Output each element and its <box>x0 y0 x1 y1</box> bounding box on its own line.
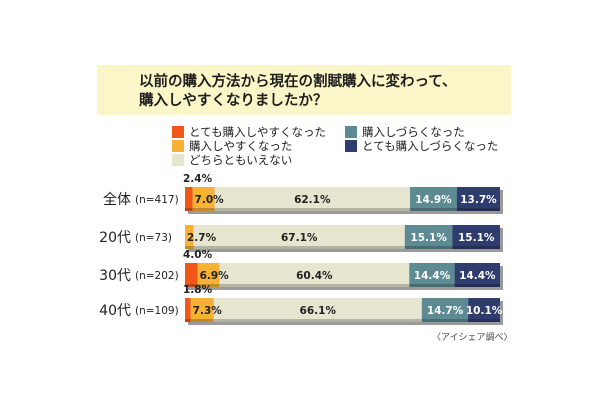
bar-segment-edge-much_harder <box>456 208 500 211</box>
bar-segment-much_easier <box>185 263 198 287</box>
data-label-much_harder: 15.1% <box>458 232 495 244</box>
bar-segment-neither <box>213 298 422 322</box>
chart-title-line-1: 以前の購入方法から現在の割賦購入に変わって、 <box>139 74 457 90</box>
data-label-neither: 62.1% <box>294 194 331 206</box>
source-credit: 〈アイシェア調べ〉 <box>432 333 513 343</box>
bar-segment-much_harder <box>454 263 500 287</box>
category-label: 20代 <box>99 230 131 246</box>
data-label-easier: 2.7% <box>187 232 217 244</box>
data-label-harder: 14.7% <box>427 305 464 317</box>
category-n-label: (n=73) <box>135 232 172 244</box>
bar-segment-edge-much_harder <box>468 319 500 322</box>
data-label-much_easier: 2.4% <box>183 173 213 185</box>
bar-segment-edge-easier <box>185 246 194 249</box>
bar-segment-much_harder <box>452 225 500 249</box>
chart-title: 以前の購入方法から現在の割賦購入に変わって、 購入しやすくなりましたか？ <box>97 65 511 115</box>
legend-swatch-much-harder <box>345 140 357 152</box>
legend-item-harder: 購入しづらくなった <box>345 125 465 139</box>
bar-segment-much_easier <box>185 187 193 211</box>
data-label-much_easier: 1.8% <box>183 284 213 296</box>
bar-segment-edge-much_harder <box>454 284 500 287</box>
data-label-much_harder: 14.4% <box>459 270 496 282</box>
legend-label-much-easier: とても購入しやすくなった <box>189 125 326 139</box>
bar-segment-much_harder <box>468 298 500 322</box>
bar-segment-neither <box>214 187 410 211</box>
bar-segment-harder <box>421 298 469 322</box>
legend-swatch-neither <box>172 154 184 166</box>
bar-segment-edge-much_easier <box>185 319 191 322</box>
legend-label-much-harder: とても購入しづらくなった <box>362 139 499 153</box>
bar-segment-edge-neither <box>214 208 410 211</box>
data-label-easier: 6.9% <box>200 270 230 282</box>
bar-segment-harder <box>404 225 453 249</box>
data-label-much_harder: 10.1% <box>466 305 503 317</box>
bar-segment-edge-easier <box>197 284 220 287</box>
category-label: 30代 <box>99 268 131 284</box>
bar-segment-easier <box>190 298 214 322</box>
legend-item-much-harder: とても購入しづらくなった <box>345 139 498 153</box>
category-n-label: (n=202) <box>135 270 179 282</box>
chart-title-line-2: 購入しやすくなりましたか？ <box>139 93 328 109</box>
data-label-neither: 67.1% <box>281 232 318 244</box>
legend-item-neither: どちらともいえない <box>172 153 292 167</box>
bar-segment-edge-harder <box>421 319 469 322</box>
legend-item-easier: 購入しやすくなった <box>172 139 292 153</box>
bar-segment-harder <box>410 187 457 211</box>
data-label-neither: 60.4% <box>296 270 333 282</box>
category-n-label: (n=109) <box>135 305 179 317</box>
category-label: 全体 <box>103 191 131 208</box>
data-label-easier: 7.3% <box>193 305 223 317</box>
bar-segment-much_easier <box>185 298 191 322</box>
legend-swatch-much-easier <box>172 126 184 138</box>
legend-label-harder: 購入しづらくなった <box>362 125 465 139</box>
bar-segment-edge-harder <box>410 208 457 211</box>
bar-segment-edge-neither <box>193 246 405 249</box>
data-label-harder: 15.1% <box>410 232 447 244</box>
data-label-easier: 7.0% <box>195 194 225 206</box>
data-label-harder: 14.9% <box>415 194 452 206</box>
bar-segment-neither <box>219 263 410 287</box>
bar-segment-edge-harder <box>404 246 453 249</box>
bar-segment-edge-neither <box>213 319 422 322</box>
data-label-much_easier: 4.0% <box>183 249 213 261</box>
bar-segment-edge-much_harder <box>452 246 500 249</box>
legend-item-much-easier: とても購入しやすくなった <box>172 125 326 139</box>
bar-segment-edge-neither <box>219 284 410 287</box>
bar-segment-edge-easier <box>190 319 214 322</box>
legend-label-neither: どちらともいえない <box>189 153 293 167</box>
legend-swatch-easier <box>172 140 184 152</box>
bar-segment-harder <box>409 263 455 287</box>
bar-segment-edge-easier <box>192 208 215 211</box>
legend-label-easier: 購入しやすくなった <box>189 139 293 153</box>
bar-segment-neither <box>193 225 405 249</box>
data-label-harder: 14.4% <box>414 270 451 282</box>
data-label-much_harder: 13.7% <box>460 194 497 206</box>
bar-segment-edge-much_easier <box>185 208 193 211</box>
category-label: 40代 <box>99 303 131 319</box>
legend-swatch-harder <box>345 126 357 138</box>
bar-segment-edge-harder <box>409 284 455 287</box>
category-n-label: (n=417) <box>135 194 179 206</box>
data-label-neither: 66.1% <box>300 305 337 317</box>
bar-segment-edge-much_easier <box>185 284 198 287</box>
bar-segment-much_harder <box>456 187 500 211</box>
bar-segment-easier <box>185 225 194 249</box>
bar-segment-easier <box>197 263 220 287</box>
bar-segment-easier <box>192 187 215 211</box>
